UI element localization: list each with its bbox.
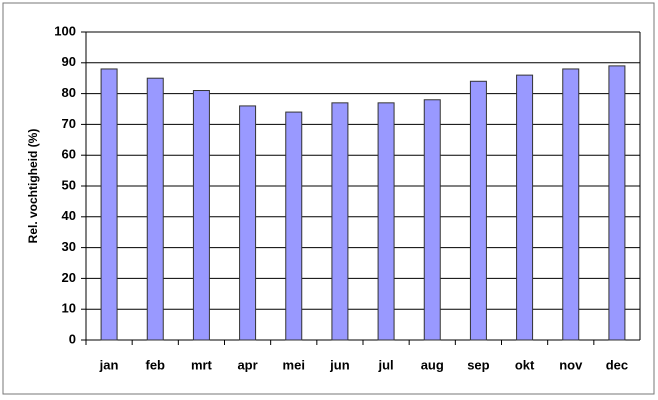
x-tick-label: jan xyxy=(99,357,119,372)
y-tick-label: 20 xyxy=(62,270,76,285)
x-tick-label: nov xyxy=(559,357,583,372)
bar xyxy=(469,80,487,341)
bar xyxy=(331,102,349,341)
bar xyxy=(146,77,164,341)
y-tick-label: 30 xyxy=(62,239,76,254)
x-tick-label: feb xyxy=(146,357,166,372)
bar xyxy=(285,111,303,341)
bar xyxy=(239,105,257,341)
bar xyxy=(608,65,626,341)
x-tick-label: jun xyxy=(329,357,350,372)
y-tick-label: 100 xyxy=(54,23,76,38)
y-tick-label: 90 xyxy=(62,54,76,69)
x-tick-label: dec xyxy=(606,357,628,372)
bar xyxy=(516,74,534,341)
y-tick-label: 50 xyxy=(62,177,76,192)
x-tick-label: okt xyxy=(515,357,535,372)
x-tick-label: jul xyxy=(377,357,393,372)
bar xyxy=(562,68,580,341)
bar xyxy=(423,99,441,341)
y-axis-label: Rel. vochtigheid (%) xyxy=(26,129,40,244)
bar xyxy=(192,90,210,341)
y-tick-label: 80 xyxy=(62,85,76,100)
bar xyxy=(377,102,395,341)
y-tick-label: 10 xyxy=(62,301,76,316)
x-tick-label: aug xyxy=(421,357,444,372)
y-tick-label: 60 xyxy=(62,147,76,162)
y-tick-label: 40 xyxy=(62,208,76,223)
bar xyxy=(100,68,118,341)
y-tick-label: 70 xyxy=(62,116,76,131)
x-tick-label: apr xyxy=(237,357,257,372)
x-tick-label: mrt xyxy=(191,357,213,372)
x-tick-label: sep xyxy=(467,357,489,372)
x-tick-label: mei xyxy=(283,357,305,372)
y-tick-label: 0 xyxy=(69,331,76,346)
